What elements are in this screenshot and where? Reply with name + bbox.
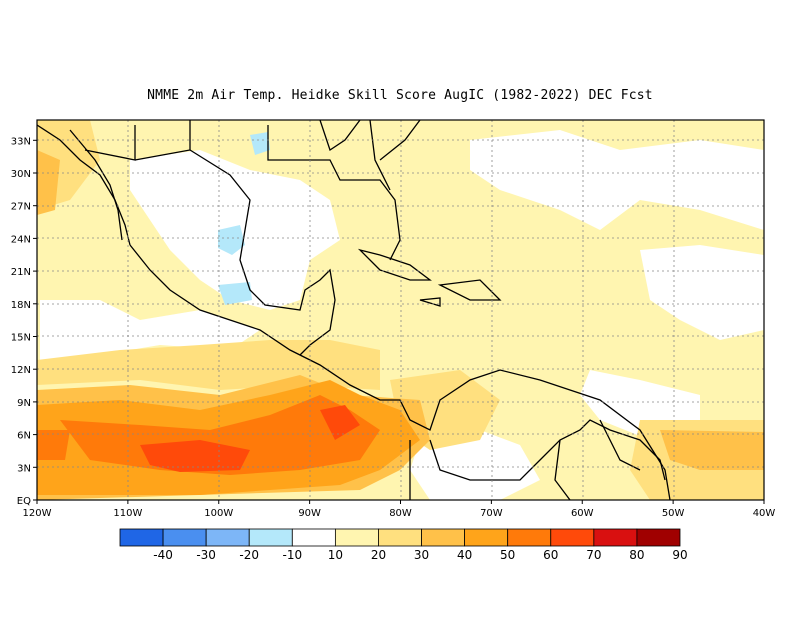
colorbar-swatch — [550, 528, 595, 547]
lon-tick-label: 60W — [571, 508, 594, 519]
lat-tick-label: 30N — [11, 169, 31, 180]
chart-title: NMME 2m Air Temp. Heidke Skill Score Aug… — [147, 88, 653, 103]
colorbar-swatch — [248, 528, 293, 547]
colorbar-label: -30 — [196, 548, 216, 562]
lat-tick-label: 12N — [11, 365, 31, 376]
colorbar-swatch — [334, 528, 379, 547]
colorbar-label: 90 — [672, 548, 687, 562]
lat-tick-label: 15N — [11, 333, 31, 344]
lon-tick-label: 100W — [204, 508, 233, 519]
lat-tick-label: 21N — [11, 267, 31, 278]
colorbar-swatch — [636, 528, 681, 547]
coastlines — [37, 120, 671, 500]
colorbar-label: 60 — [543, 548, 558, 562]
lon-axis: 120W 110W 100W 90W 80W 70W 60W 50W 40W — [23, 500, 776, 519]
colorbar-swatch — [507, 528, 552, 547]
colorbar-label: 30 — [414, 548, 429, 562]
colorbar-label: 50 — [500, 548, 515, 562]
lat-tick-label: 33N — [11, 136, 31, 147]
grid-lines — [37, 120, 764, 500]
colorbar-swatch — [205, 528, 250, 547]
colorbar-label: 70 — [586, 548, 601, 562]
lon-tick-label: 50W — [662, 508, 685, 519]
lon-tick-label: 40W — [753, 508, 776, 519]
colorbar-label: 40 — [457, 548, 472, 562]
lat-axis: EQ 3N 6N 9N 12N 15N 18N 21N 24N 27N 30N 33N — [11, 136, 37, 507]
lat-tick-label: 24N — [11, 234, 31, 245]
colorbar-swatch — [593, 528, 638, 547]
colorbar-swatch — [378, 528, 422, 547]
colorbar: -40 -30 -20 -10 10 20 30 40 50 60 70 80 90 — [119, 528, 688, 562]
lon-tick-label: 120W — [23, 508, 52, 519]
lat-tick-label: 9N — [17, 398, 31, 409]
colorbar-label: -20 — [239, 548, 259, 562]
colorbar-swatch — [291, 528, 336, 547]
colorbar-label: 80 — [629, 548, 644, 562]
lat-tick-label: 27N — [11, 202, 31, 213]
lat-tick-label: 6N — [17, 431, 31, 442]
colorbar-label: -10 — [283, 548, 303, 562]
colorbar-swatch — [464, 528, 509, 547]
lat-tick-label: 18N — [11, 300, 31, 311]
lat-tick-label: 3N — [17, 463, 31, 474]
colorbar-swatch — [119, 528, 164, 547]
lon-tick-label: 70W — [480, 508, 503, 519]
colorbar-label: 20 — [371, 548, 386, 562]
lon-tick-label: 80W — [389, 508, 412, 519]
lon-tick-label: 90W — [298, 508, 321, 519]
colorbar-swatch — [162, 528, 207, 547]
colorbar-swatch — [421, 528, 466, 547]
colorbar-label: -40 — [153, 548, 173, 562]
lon-tick-label: 110W — [113, 508, 142, 519]
colorbar-label: 10 — [328, 548, 343, 562]
lat-tick-label: EQ — [17, 496, 31, 507]
skill-field — [37, 120, 764, 500]
